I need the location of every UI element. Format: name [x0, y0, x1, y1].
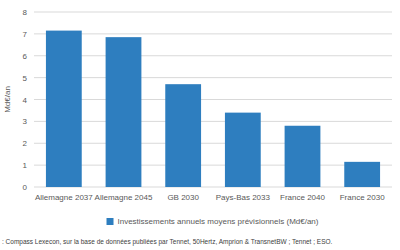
x-tick-label: Allemagne 2037 — [35, 193, 93, 202]
legend-label: Investissements annuels moyens prévision… — [118, 217, 319, 226]
grid-line — [34, 12, 392, 13]
bars — [46, 31, 380, 187]
grid-line — [34, 33, 392, 34]
y-tick-label: 6 — [23, 52, 28, 61]
legend-swatch — [107, 218, 114, 225]
y-tick-label: 5 — [23, 74, 28, 83]
bar — [285, 126, 321, 187]
bar — [165, 84, 201, 187]
grid-line — [34, 55, 392, 56]
grid-line — [34, 121, 392, 122]
grid — [34, 12, 392, 187]
bar — [225, 113, 261, 187]
grid-line — [34, 187, 392, 188]
x-tick-label: Pays-Bas 2033 — [216, 193, 271, 202]
bar — [106, 37, 142, 187]
y-tick-label: 1 — [23, 161, 28, 170]
legend: Investissements annuels moyens prévision… — [107, 217, 319, 226]
y-axis-label: Md€/an — [3, 86, 12, 113]
x-tick-label: Allemagne 2045 — [95, 193, 153, 202]
y-tick-label: 0 — [23, 183, 28, 192]
y-tick-label: 8 — [23, 8, 28, 17]
bar — [344, 162, 380, 187]
bar — [46, 31, 82, 187]
y-tick-label: 2 — [23, 139, 28, 148]
y-tick-label: 4 — [23, 96, 28, 105]
x-tick-label: France 2040 — [280, 193, 325, 202]
grid-line — [34, 77, 392, 78]
grid-line — [34, 99, 392, 100]
grid-line — [34, 165, 392, 166]
chart-svg: 0 1 2 3 4 5 6 7 8 Md€/an Allemagne 2037Allemagne 2… — [0, 0, 400, 250]
y-tick-label: 7 — [23, 30, 28, 39]
source-note: : Compass Lexecon, sur la base de donnée… — [2, 238, 333, 246]
x-tick-label: GB 2030 — [167, 193, 199, 202]
chart-container: 0 1 2 3 4 5 6 7 8 Md€/an Allemagne 2037Allemagne 2… — [0, 0, 400, 250]
y-tick-label: 3 — [23, 117, 28, 126]
x-tick-label: France 2030 — [340, 193, 385, 202]
grid-line — [34, 143, 392, 144]
